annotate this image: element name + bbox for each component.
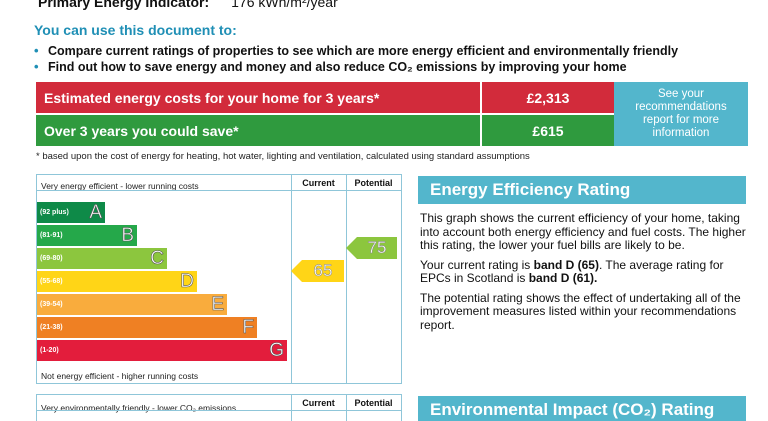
energy-efficiency-title: Energy Efficiency Rating bbox=[418, 176, 746, 204]
bullet-text: Find out how to save energy and money an… bbox=[48, 60, 627, 74]
text-run: . The average rating for EPCs in Scotlan… bbox=[420, 257, 724, 285]
env-current-column-header: Current bbox=[302, 398, 335, 408]
environmental-impact-title: Environmental Impact (CO₂) Rating bbox=[418, 396, 746, 421]
bullet-item: • Compare current ratings of properties t… bbox=[34, 43, 678, 59]
band-e: (39-54) E bbox=[37, 293, 227, 315]
current-column-header: Current bbox=[302, 178, 335, 188]
bullet-icon: • bbox=[34, 43, 39, 58]
env-header-rule bbox=[37, 410, 401, 411]
band-letter: G bbox=[269, 339, 284, 361]
energy-efficiency-description: This graph shows the current efficiency … bbox=[420, 211, 746, 338]
energy-efficiency-chart: Very energy efficient - lower running co… bbox=[36, 174, 402, 384]
average-band-text: band D (61). bbox=[528, 271, 598, 285]
band-range: (81-91) bbox=[40, 232, 63, 239]
estimated-cost-value: £2,313 bbox=[482, 82, 614, 113]
band-letter: E bbox=[211, 293, 224, 315]
current-rating-paragraph: Your current rating is band D (65). The … bbox=[420, 257, 746, 286]
band-letter: B bbox=[121, 224, 134, 246]
estimated-cost-row: Estimated energy costs for your home for… bbox=[36, 82, 614, 113]
band-range: (55-68) bbox=[40, 278, 63, 285]
band-letter: A bbox=[89, 201, 102, 223]
text-run: Your current rating is bbox=[420, 257, 534, 272]
env-current-column-divider bbox=[291, 395, 292, 421]
band-range: (21-38) bbox=[40, 324, 63, 331]
see-line: information bbox=[652, 127, 710, 139]
savings-label: Over 3 years you could save* bbox=[36, 115, 480, 146]
band-range: (69-80) bbox=[40, 255, 63, 262]
band-g: (1-20) G bbox=[37, 339, 287, 361]
band-b: (81-91) B bbox=[37, 224, 137, 246]
band-c: (69-80) C bbox=[37, 247, 167, 269]
estimated-cost-label: Estimated energy costs for your home for… bbox=[36, 82, 480, 113]
band-a: (92 plus) A bbox=[37, 201, 105, 223]
env-potential-column-divider bbox=[346, 395, 347, 421]
bullet-item: • Find out how to save energy and money a… bbox=[34, 59, 678, 75]
cost-footnote: * based upon the cost of energy for heat… bbox=[36, 151, 530, 162]
env-chart-top-label: Very environmentally friendly - lower CO… bbox=[41, 403, 237, 413]
see-line: See your bbox=[657, 88, 705, 100]
header-rule bbox=[37, 190, 401, 191]
band-letter: F bbox=[242, 316, 254, 338]
band-range: (92 plus) bbox=[40, 209, 69, 216]
potential-rating-arrow: 75 bbox=[346, 237, 397, 259]
env-potential-column-header: Potential bbox=[354, 398, 393, 408]
bullet-list: • Compare current ratings of properties t… bbox=[34, 43, 678, 75]
current-band-text: band D (65) bbox=[533, 257, 599, 272]
band-d: (55-68) D bbox=[37, 270, 197, 292]
bullet-text: Compare current ratings of properties to… bbox=[48, 44, 679, 58]
chart-top-label: Very energy efficient - lower running co… bbox=[41, 181, 199, 191]
band-letter: C bbox=[150, 247, 164, 269]
band-range: (39-54) bbox=[40, 301, 63, 308]
use-heading: You can use this document to: bbox=[34, 22, 237, 38]
primary-energy-value: 176 kWh/m²/year bbox=[231, 0, 338, 10]
environmental-impact-chart: Very environmentally friendly - lower CO… bbox=[36, 394, 402, 421]
band-range: (1-20) bbox=[40, 347, 59, 354]
potential-column-header: Potential bbox=[354, 178, 393, 188]
description-paragraph: This graph shows the current efficiency … bbox=[420, 211, 746, 252]
primary-energy-label: Primary Energy Indicator: bbox=[38, 0, 210, 10]
current-rating-arrow: 65 bbox=[291, 260, 344, 282]
bullet-icon: • bbox=[34, 59, 39, 74]
chart-bottom-label: Not energy efficient - higher running co… bbox=[41, 371, 199, 381]
band-f: (21-38) F bbox=[37, 316, 257, 338]
potential-column-divider bbox=[346, 175, 347, 383]
see-line: report for more bbox=[642, 114, 720, 126]
band-letter: D bbox=[180, 270, 194, 292]
primary-energy-indicator: Primary Energy Indicator: 176 kWh/m²/year bbox=[38, 0, 338, 10]
savings-value: £615 bbox=[482, 115, 614, 146]
potential-rating-paragraph: The potential rating shows the effect of… bbox=[420, 290, 741, 332]
savings-row: Over 3 years you could save* £615 bbox=[36, 115, 614, 146]
see-recommendations-box: See your recommendations report for more… bbox=[614, 82, 748, 146]
see-line: recommendations bbox=[635, 101, 727, 113]
